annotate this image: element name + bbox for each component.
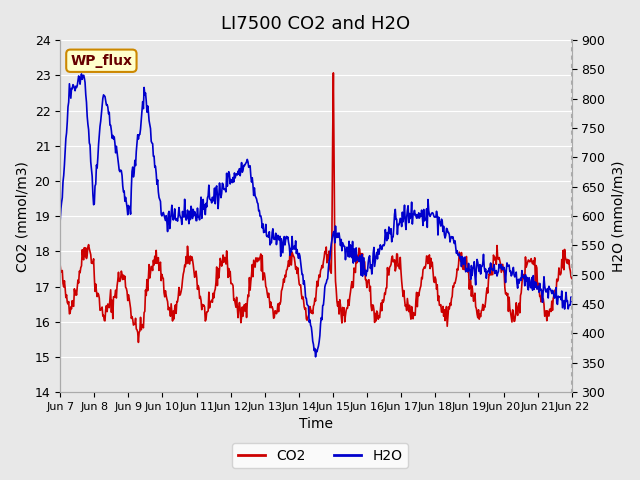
CO2 — [134, 339, 142, 345]
Legend: CO2, H2O: CO2, H2O — [232, 443, 408, 468]
CO2 — [65, 311, 73, 317]
CO2 — [56, 262, 64, 268]
Line: H2O: H2O — [60, 74, 572, 357]
CO2 — [380, 300, 387, 305]
X-axis label: Time: Time — [299, 418, 333, 432]
Y-axis label: CO2 (mmol/m3): CO2 (mmol/m3) — [15, 161, 29, 272]
CO2 — [118, 272, 126, 277]
CO2 — [330, 70, 337, 76]
CO2 — [171, 306, 179, 312]
H2O — [380, 242, 387, 248]
H2O — [312, 354, 319, 360]
H2O — [394, 222, 402, 228]
H2O — [171, 206, 179, 212]
H2O — [65, 81, 73, 86]
CO2 — [568, 276, 575, 281]
CO2 — [198, 307, 205, 312]
Y-axis label: H2O (mmol/m3): H2O (mmol/m3) — [611, 160, 625, 272]
H2O — [198, 216, 205, 221]
Line: CO2: CO2 — [60, 73, 572, 342]
H2O — [568, 298, 575, 304]
Text: WP_flux: WP_flux — [70, 54, 132, 68]
H2O — [77, 71, 85, 77]
H2O — [56, 218, 64, 224]
CO2 — [394, 264, 402, 269]
Title: LI7500 CO2 and H2O: LI7500 CO2 and H2O — [221, 15, 410, 33]
H2O — [119, 183, 127, 189]
